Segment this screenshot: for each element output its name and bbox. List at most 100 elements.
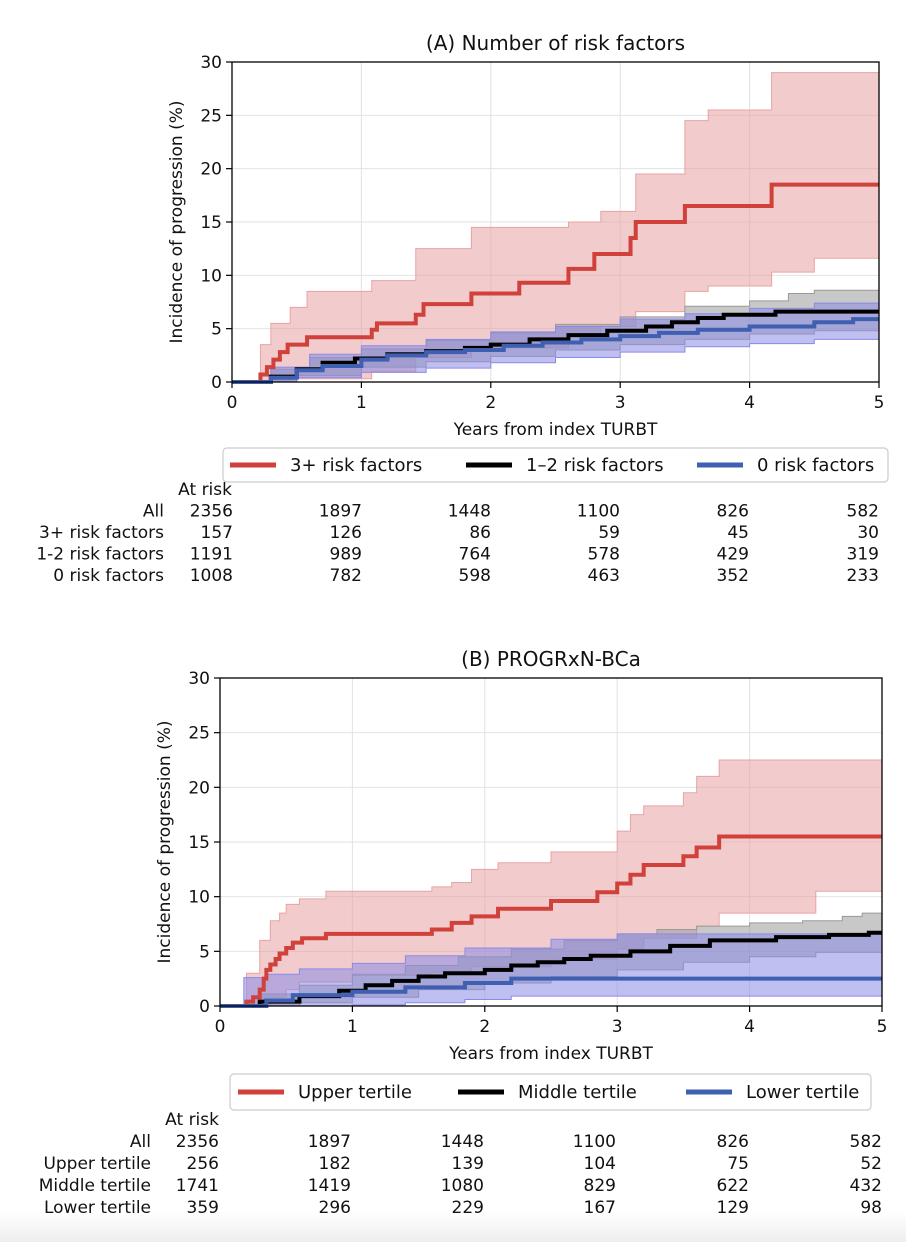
km-line-series-0 bbox=[232, 182, 879, 384]
risk-cell: 59 bbox=[598, 523, 620, 543]
x-tick-label: 3 bbox=[615, 393, 626, 413]
risk-cell: 1008 bbox=[190, 566, 233, 586]
legend-label-2: 0 risk factors bbox=[757, 455, 874, 476]
x-tick-label: 2 bbox=[485, 393, 496, 413]
risk-cell: 126 bbox=[330, 523, 362, 543]
risk-cell: 582 bbox=[850, 1132, 882, 1152]
legend-label-0: 3+ risk factors bbox=[290, 455, 422, 476]
risk-cell: 167 bbox=[584, 1198, 616, 1218]
risk-cell: 826 bbox=[717, 502, 749, 522]
km-line-series-0 bbox=[220, 834, 882, 1008]
risk-row-label: Middle tertile bbox=[39, 1176, 151, 1196]
risk-cell: 432 bbox=[850, 1176, 882, 1196]
risk-cell: 1080 bbox=[441, 1176, 484, 1196]
x-tick-label: 5 bbox=[874, 393, 885, 413]
y-tick-label: 30 bbox=[188, 669, 210, 689]
y-tick-label: 15 bbox=[188, 833, 210, 853]
risk-cell: 45 bbox=[727, 523, 749, 543]
risk-cell: 30 bbox=[857, 523, 879, 543]
x-tick-label: 1 bbox=[347, 1017, 358, 1037]
legend-label-1: 1–2 risk factors bbox=[526, 455, 664, 476]
y-tick-label: 5 bbox=[199, 942, 210, 962]
legend-box bbox=[229, 1073, 872, 1111]
risk-table-header: At risk bbox=[165, 1110, 219, 1130]
y-axis-label: Incidence of progression (%) bbox=[167, 101, 187, 344]
km-line-series-1 bbox=[220, 930, 882, 1008]
ci-band-series-2 bbox=[220, 933, 883, 1007]
risk-cell: 764 bbox=[459, 545, 491, 565]
legend-label-1: Middle tertile bbox=[518, 1082, 637, 1103]
risk-cell: 1100 bbox=[577, 502, 620, 522]
km-line-series-2 bbox=[220, 976, 882, 1008]
risk-table-header: At risk bbox=[178, 480, 232, 500]
y-tick-label: 15 bbox=[200, 213, 222, 233]
chart-b: (B) PROGRxN-BCa 0 1 2 3 4 5 0 5 10 15 20 25 30 Years f… bbox=[39, 647, 888, 1218]
risk-cell: 104 bbox=[584, 1154, 616, 1174]
risk-cell: 52 bbox=[860, 1154, 882, 1174]
risk-row-label: Lower tertile bbox=[44, 1198, 151, 1218]
risk-cell: 1897 bbox=[319, 502, 362, 522]
risk-cell: 1448 bbox=[441, 1132, 484, 1152]
risk-cell: 75 bbox=[727, 1154, 749, 1174]
risk-cell: 139 bbox=[452, 1154, 484, 1174]
risk-cell: 229 bbox=[452, 1198, 484, 1218]
y-tick-label: 5 bbox=[211, 320, 222, 340]
risk-cell: 1191 bbox=[190, 545, 233, 565]
risk-row-label: Upper tertile bbox=[43, 1154, 151, 1174]
x-tick-label: 1 bbox=[356, 393, 367, 413]
x-tick-label: 2 bbox=[479, 1017, 490, 1037]
legend-label-2: Lower tertile bbox=[746, 1082, 859, 1103]
x-tick-label: 0 bbox=[227, 393, 238, 413]
y-tick-label: 20 bbox=[188, 778, 210, 798]
chart-title: (A) Number of risk factors bbox=[426, 31, 685, 55]
y-tick-label: 10 bbox=[200, 266, 222, 286]
risk-cell: 829 bbox=[584, 1176, 616, 1196]
risk-cell: 182 bbox=[319, 1154, 351, 1174]
legend-box bbox=[222, 447, 889, 483]
y-tick-label: 0 bbox=[211, 373, 222, 393]
y-tick-label: 25 bbox=[188, 724, 210, 744]
x-tick-label: 3 bbox=[612, 1017, 623, 1037]
x-axis-label: Years from index TURBT bbox=[453, 420, 658, 440]
risk-cell: 463 bbox=[588, 566, 620, 586]
panel-b: (B) PROGRxN-BCa 0 1 2 3 4 5 0 5 10 15 20 25 30 Years f… bbox=[0, 622, 906, 1242]
y-axis-label: Incidence of progression (%) bbox=[155, 721, 175, 964]
risk-cell: 989 bbox=[330, 545, 362, 565]
risk-cell: 782 bbox=[330, 566, 362, 586]
risk-cell: 826 bbox=[717, 1132, 749, 1152]
risk-cell: 429 bbox=[717, 545, 749, 565]
risk-cell: 129 bbox=[717, 1198, 749, 1218]
risk-cell: 233 bbox=[847, 566, 879, 586]
risk-row-label: All bbox=[130, 1132, 151, 1152]
risk-cell: 98 bbox=[860, 1198, 882, 1218]
x-axis-label: Years from index TURBT bbox=[448, 1044, 653, 1064]
y-tick-label: 20 bbox=[200, 160, 222, 180]
chart-title: (B) PROGRxN-BCa bbox=[461, 647, 641, 671]
risk-cell: 1897 bbox=[308, 1132, 351, 1152]
risk-row-label: All bbox=[143, 502, 164, 522]
km-line-series-2 bbox=[232, 317, 879, 384]
risk-cell: 2356 bbox=[190, 502, 233, 522]
risk-cell: 582 bbox=[847, 502, 879, 522]
risk-cell: 359 bbox=[187, 1198, 219, 1218]
risk-cell: 1448 bbox=[448, 502, 491, 522]
risk-cell: 598 bbox=[459, 566, 491, 586]
risk-cell: 296 bbox=[319, 1198, 351, 1218]
risk-cell: 622 bbox=[717, 1176, 749, 1196]
x-tick-label: 5 bbox=[877, 1017, 888, 1037]
risk-cell: 352 bbox=[717, 566, 749, 586]
y-tick-label: 25 bbox=[200, 106, 222, 126]
y-tick-label: 10 bbox=[188, 888, 210, 908]
y-tick-label: 0 bbox=[199, 997, 210, 1017]
legend-label-0: Upper tertile bbox=[298, 1082, 412, 1103]
y-tick-label: 30 bbox=[200, 53, 222, 73]
x-tick-label: 4 bbox=[744, 393, 755, 413]
risk-cell: 1741 bbox=[176, 1176, 219, 1196]
risk-cell: 157 bbox=[201, 523, 233, 543]
risk-cell: 256 bbox=[187, 1154, 219, 1174]
risk-cell: 578 bbox=[588, 545, 620, 565]
x-tick-label: 0 bbox=[215, 1017, 226, 1037]
panel-a: (A) Number of risk factors 0 1 2 3 4 5 0 5 10 15 20… bbox=[0, 0, 906, 620]
x-tick-label: 4 bbox=[744, 1017, 755, 1037]
